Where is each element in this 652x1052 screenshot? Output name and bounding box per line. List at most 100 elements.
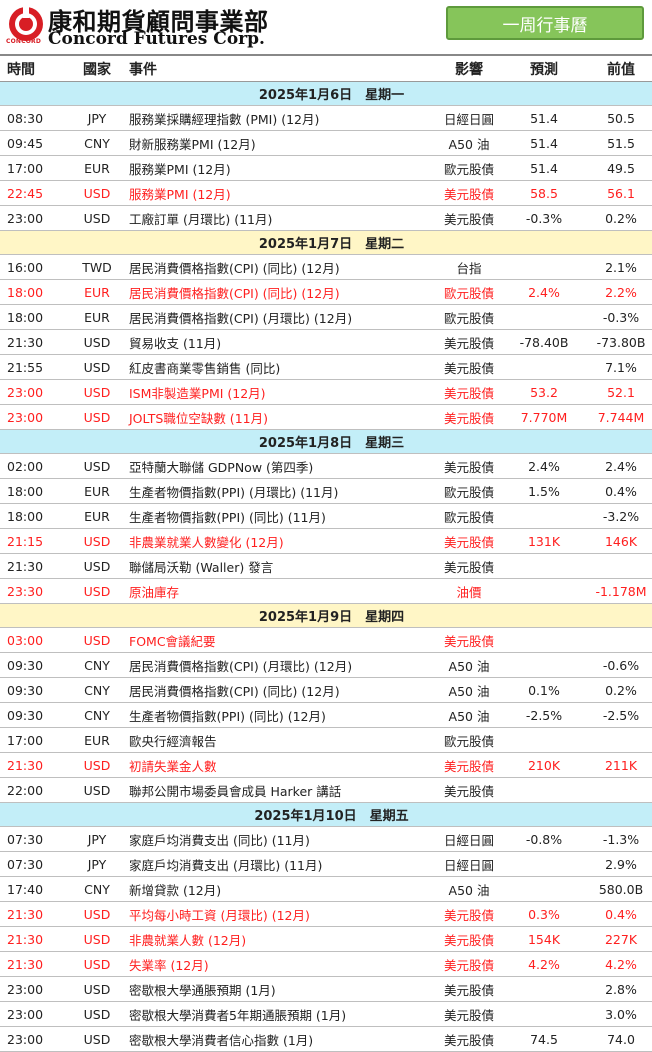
event-forecast: 51.4 bbox=[509, 155, 579, 181]
event-impact: 美元股債 bbox=[429, 752, 509, 778]
event-previous: -1.3% bbox=[579, 826, 652, 852]
event-forecast: -2.5% bbox=[509, 702, 579, 728]
event-name: 原油庫存 bbox=[125, 578, 429, 604]
event-name: 貿易收支 (11月) bbox=[125, 329, 429, 355]
event-forecast: 1.5% bbox=[509, 478, 579, 504]
event-time: 17:00 bbox=[0, 727, 69, 753]
event-time: 23:00 bbox=[0, 1026, 69, 1052]
event-forecast: 58.5 bbox=[509, 180, 579, 206]
table-row: 07:30 JPY 家庭戶均消費支出 (同比) (11月) 日經日圓 -0.8% -1.3… bbox=[0, 826, 652, 852]
event-name: 非農業就業人數變化 (12月) bbox=[125, 528, 429, 554]
date-header-row: 2025年1月7日 星期二 bbox=[0, 230, 652, 255]
calendar-body: 2025年1月6日 星期一 08:30 JPY 服務業採購經理指數 (PMI) (12… bbox=[0, 81, 652, 1052]
event-forecast: -0.3% bbox=[509, 205, 579, 231]
event-impact: 油價 bbox=[429, 578, 509, 604]
event-name: 失業率 (12月) bbox=[125, 951, 429, 977]
event-impact: 歐元股債 bbox=[429, 727, 509, 753]
concord-logo-icon bbox=[9, 7, 43, 41]
event-previous bbox=[579, 627, 652, 653]
table-row: 23:00 USD 工廠訂單 (月環比) (11月) 美元股債 -0.3% 0.2% bbox=[0, 205, 652, 231]
event-country: JPY bbox=[69, 105, 125, 131]
table-row: 17:00 EUR 服務業PMI (12月) 歐元股債 51.4 49.5 bbox=[0, 155, 652, 181]
event-previous: -0.6% bbox=[579, 652, 652, 678]
event-time: 22:00 bbox=[0, 777, 69, 803]
event-impact: 美元股債 bbox=[429, 976, 509, 1002]
table-row: 21:30 USD 初請失業金人數 美元股債 210K 211K bbox=[0, 752, 652, 778]
table-row: 17:40 CNY 新增貸款 (12月) A50 油 580.0B bbox=[0, 876, 652, 902]
event-name: 初請失業金人數 bbox=[125, 752, 429, 778]
event-country: CNY bbox=[69, 130, 125, 156]
table-row: 21:30 USD 失業率 (12月) 美元股債 4.2% 4.2% bbox=[0, 951, 652, 977]
event-impact: 歐元股債 bbox=[429, 279, 509, 305]
event-previous bbox=[579, 553, 652, 579]
event-forecast: 210K bbox=[509, 752, 579, 778]
event-previous: 56.1 bbox=[579, 180, 652, 206]
event-previous: 227K bbox=[579, 926, 652, 952]
event-name: 非農就業人數 (12月) bbox=[125, 926, 429, 952]
event-country: USD bbox=[69, 379, 125, 405]
table-row: 16:00 TWD 居民消費價格指數(CPI) (同比) (12月) 台指 2.1% bbox=[0, 254, 652, 280]
company-name-cn: 康和期貨顧問事業部 bbox=[48, 7, 269, 36]
table-row: 09:30 CNY 生產者物價指數(PPI) (同比) (12月) A50 油 -2.5… bbox=[0, 702, 652, 728]
event-impact: 美元股債 bbox=[429, 627, 509, 653]
event-previous: 49.5 bbox=[579, 155, 652, 181]
table-row: 23:00 USD ISM非製造業PMI (12月) 美元股債 53.2 52.1 bbox=[0, 379, 652, 405]
event-name: 財新服務業PMI (12月) bbox=[125, 130, 429, 156]
event-time: 21:30 bbox=[0, 752, 69, 778]
event-time: 22:45 bbox=[0, 180, 69, 206]
event-impact: 美元股債 bbox=[429, 951, 509, 977]
event-country: USD bbox=[69, 777, 125, 803]
table-row: 07:30 JPY 家庭戶均消費支出 (月環比) (11月) 日經日圓 2.9% bbox=[0, 851, 652, 877]
table-row: 18:00 EUR 居民消費價格指數(CPI) (月環比) (12月) 歐元股債 -0.… bbox=[0, 304, 652, 330]
event-country: USD bbox=[69, 528, 125, 554]
table-row: 23:00 USD 密歇根大學通脹預期 (1月) 美元股債 2.8% bbox=[0, 976, 652, 1002]
event-country: EUR bbox=[69, 503, 125, 529]
event-name: 生產者物價指數(PPI) (同比) (11月) bbox=[125, 503, 429, 529]
event-impact: 歐元股債 bbox=[429, 478, 509, 504]
table-row: 21:15 USD 非農業就業人數變化 (12月) 美元股債 131K 146K bbox=[0, 528, 652, 554]
event-forecast bbox=[509, 627, 579, 653]
event-previous: 7.1% bbox=[579, 354, 652, 380]
event-time: 21:30 bbox=[0, 329, 69, 355]
event-previous: -0.3% bbox=[579, 304, 652, 330]
company-name-en: Concord Futures Corp. bbox=[48, 29, 265, 49]
event-forecast bbox=[509, 876, 579, 902]
event-time: 23:00 bbox=[0, 205, 69, 231]
date-label: 2025年1月8日 星期三 bbox=[0, 429, 652, 454]
event-name: 平均每小時工資 (月環比) (12月) bbox=[125, 901, 429, 927]
weekly-calendar-button[interactable]: 一周行事曆 bbox=[446, 6, 644, 40]
event-name: 密歇根大學通脹預期 (1月) bbox=[125, 976, 429, 1002]
col-header-country: 國家 bbox=[69, 54, 125, 82]
event-previous: 2.2% bbox=[579, 279, 652, 305]
table-row: 23:00 USD 密歇根大學消費者信心指數 (1月) 美元股債 74.5 74.0 bbox=[0, 1026, 652, 1052]
event-impact: A50 油 bbox=[429, 130, 509, 156]
table-row: 21:30 USD 平均每小時工資 (月環比) (12月) 美元股債 0.3% 0.4% bbox=[0, 901, 652, 927]
date-label: 2025年1月6日 星期一 bbox=[0, 81, 652, 106]
event-forecast bbox=[509, 503, 579, 529]
event-forecast bbox=[509, 553, 579, 579]
event-time: 18:00 bbox=[0, 503, 69, 529]
event-previous: 2.8% bbox=[579, 976, 652, 1002]
col-header-impact: 影響 bbox=[429, 54, 509, 82]
event-forecast bbox=[509, 304, 579, 330]
date-header-row: 2025年1月10日 星期五 bbox=[0, 802, 652, 827]
event-name: 居民消費價格指數(CPI) (同比) (12月) bbox=[125, 677, 429, 703]
event-forecast: 131K bbox=[509, 528, 579, 554]
event-previous: 74.0 bbox=[579, 1026, 652, 1052]
event-previous: 50.5 bbox=[579, 105, 652, 131]
event-forecast: 2.4% bbox=[509, 279, 579, 305]
event-name: 亞特蘭大聯儲 GDPNow (第四季) bbox=[125, 453, 429, 479]
event-impact: 美元股債 bbox=[429, 354, 509, 380]
table-row: 23:00 USD JOLTS職位空缺數 (11月) 美元股債 7.770M 7.744M bbox=[0, 404, 652, 430]
col-header-event: 事件 bbox=[125, 54, 429, 82]
event-country: USD bbox=[69, 453, 125, 479]
event-country: USD bbox=[69, 1001, 125, 1027]
col-header-time: 時間 bbox=[0, 54, 69, 82]
event-country: USD bbox=[69, 553, 125, 579]
event-impact: 日經日圓 bbox=[429, 826, 509, 852]
economic-calendar-table: 時間 國家 事件 影響 預測 前值 2025年1月6日 星期一 08:30 JPY 服… bbox=[0, 54, 652, 1052]
event-previous: 0.4% bbox=[579, 901, 652, 927]
event-time: 23:00 bbox=[0, 404, 69, 430]
event-impact: 美元股債 bbox=[429, 1001, 509, 1027]
event-impact: 美元股債 bbox=[429, 777, 509, 803]
